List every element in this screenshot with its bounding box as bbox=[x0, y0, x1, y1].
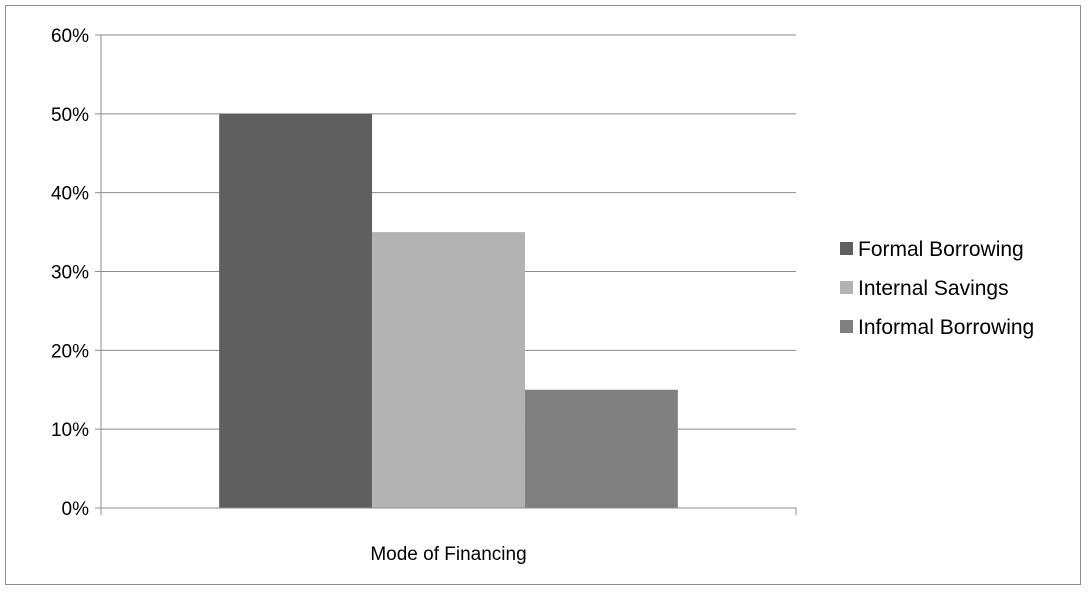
legend-swatch bbox=[840, 281, 853, 294]
y-tick-label: 10% bbox=[51, 420, 89, 441]
legend: Formal Borrowing Internal Savings Informal… bbox=[840, 238, 1034, 339]
y-tick-label: 60% bbox=[51, 26, 89, 47]
bar-informal-borrowing bbox=[524, 389, 678, 508]
y-tick-label: 0% bbox=[62, 499, 90, 520]
y-tick-label: 20% bbox=[51, 341, 89, 362]
legend-label: Internal Savings bbox=[858, 277, 1009, 300]
x-category-labels: Mode of Financing bbox=[370, 544, 526, 565]
bar-chart: 0% 10% 20% 30% 40% 50% 60% Mode of Financing F… bbox=[51, 26, 1034, 565]
chart-frame: 0% 10% 20% 30% 40% 50% 60% Mode of Financing F… bbox=[5, 5, 1081, 585]
y-tick-labels: 0% 10% 20% 30% 40% 50% 60% bbox=[51, 26, 89, 520]
y-tick-label: 30% bbox=[51, 263, 89, 284]
y-tick-label: 50% bbox=[51, 105, 89, 126]
y-tick-label: 40% bbox=[51, 184, 89, 205]
bar-formal-borrowing bbox=[219, 113, 373, 508]
legend-swatch bbox=[840, 242, 853, 255]
legend-swatch bbox=[840, 320, 853, 333]
legend-label: Formal Borrowing bbox=[858, 238, 1024, 261]
bars bbox=[219, 113, 678, 509]
x-category-label: Mode of Financing bbox=[370, 544, 526, 565]
axes bbox=[100, 35, 796, 509]
bar-internal-savings bbox=[372, 232, 525, 509]
legend-label: Informal Borrowing bbox=[858, 316, 1034, 339]
